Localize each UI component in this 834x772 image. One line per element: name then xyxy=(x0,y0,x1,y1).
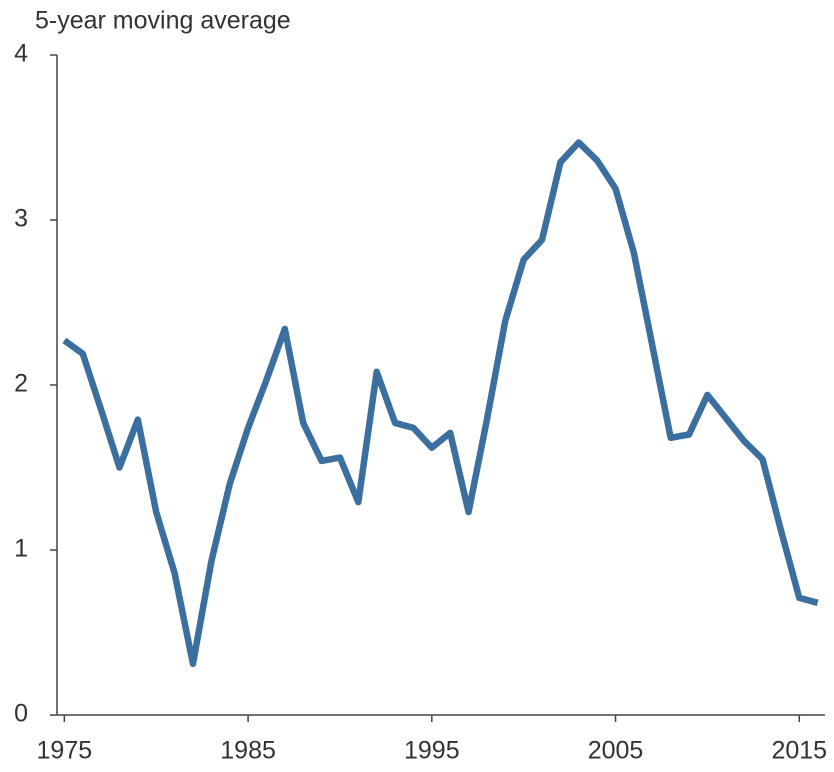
y-tick-label: 0 xyxy=(14,700,28,728)
data-line xyxy=(62,139,819,668)
x-tick-label: 2015 xyxy=(771,737,827,765)
x-tick-label: 1995 xyxy=(404,737,460,765)
x-tick-label: 1975 xyxy=(37,737,93,765)
y-tick-label: 1 xyxy=(14,535,28,563)
y-tick-label: 2 xyxy=(14,370,28,398)
y-tick-label: 3 xyxy=(14,205,28,233)
y-tick-label: 4 xyxy=(14,40,28,68)
x-tick-label: 2005 xyxy=(588,737,644,765)
x-tick-label: 1985 xyxy=(220,737,276,765)
chart-title: 5-year moving average xyxy=(35,7,291,35)
